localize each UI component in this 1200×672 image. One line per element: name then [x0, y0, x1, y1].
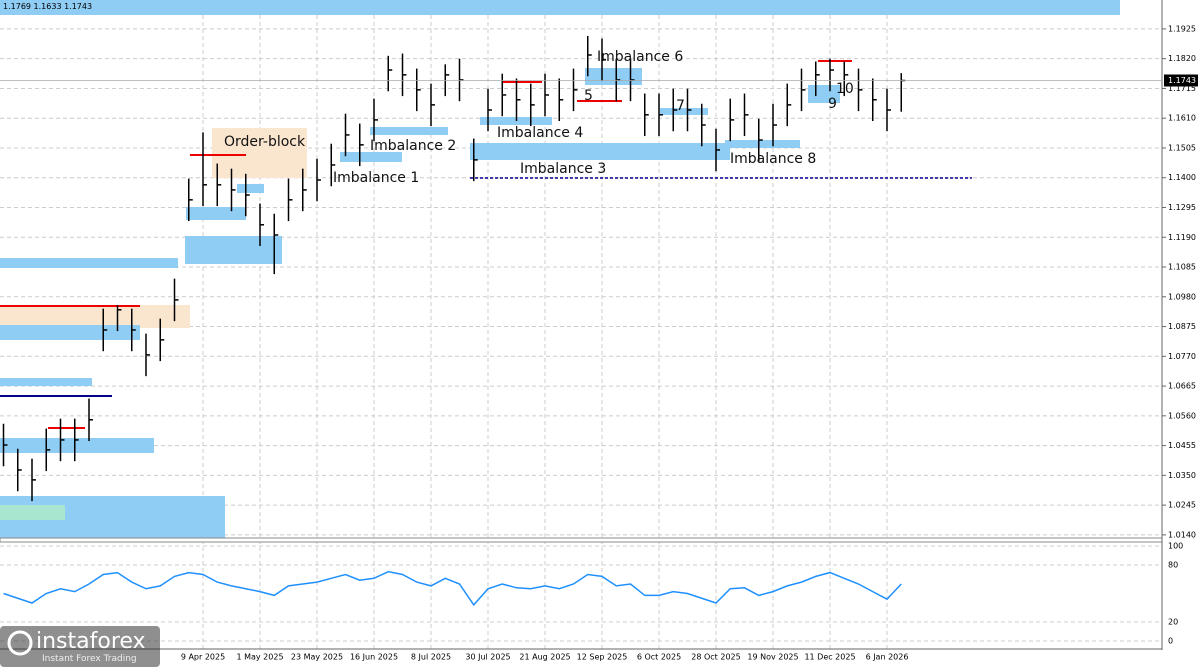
osc-tick-label: 20	[1168, 618, 1178, 627]
x-tick-label: 9 Apr 2025	[181, 653, 225, 662]
imbalance-zone	[0, 378, 92, 386]
imbalance-zone	[660, 108, 708, 115]
x-tick-label: 19 Nov 2025	[747, 653, 798, 662]
imbalance-zone	[470, 143, 730, 160]
imbalance-zone	[0, 505, 65, 520]
imbalance-zone	[185, 236, 282, 264]
y-tick-label: 1.0560	[1168, 411, 1196, 420]
order-block-zone	[0, 305, 190, 328]
annotation: 10	[836, 81, 854, 97]
y-tick-label: 1.0875	[1168, 322, 1196, 331]
zones	[0, 60, 972, 538]
imbalance-zone	[725, 140, 800, 148]
osc-tick-label: 0	[1168, 637, 1173, 646]
x-tick-label: 21 Aug 2025	[519, 653, 570, 662]
y-tick-label: 1.1295	[1168, 203, 1196, 212]
last-price-label: 1.1743	[1168, 76, 1196, 85]
last-price-box	[1164, 74, 1198, 87]
x-tick-label: 8 Jul 2025	[411, 653, 451, 662]
osc-tick-label: 80	[1168, 561, 1178, 570]
y-tick-label: 1.1715	[1168, 84, 1196, 93]
annotation: 7	[676, 98, 685, 114]
price-bars	[2, 35, 906, 607]
header-bar	[0, 0, 1120, 15]
y-tick-label: 1.1190	[1168, 233, 1196, 242]
annotation: 5	[584, 88, 593, 104]
imbalance-zone	[585, 68, 642, 85]
y-tick-label: 1.1085	[1168, 263, 1196, 272]
logo-background	[0, 626, 160, 667]
oscillator-line	[3, 570, 902, 607]
annotations: Order-block Imbalance 1 Imbalance 2 Imbalan…	[224, 49, 854, 186]
osc-tick-label: 100	[1168, 542, 1183, 551]
y-tick-label: 1.1610	[1168, 114, 1196, 123]
imbalance-zone	[186, 207, 246, 220]
y-tick-label: 1.1925	[1168, 24, 1196, 33]
logo-name: instaforex	[36, 629, 146, 654]
x-tick-label: 6 Oct 2025	[637, 653, 681, 662]
annotation: Imbalance 1	[333, 170, 419, 186]
y-tick-label: 1.0770	[1168, 352, 1196, 361]
annotation: Imbalance 3	[520, 161, 606, 177]
x-tick-label: 16 Jun 2025	[350, 653, 398, 662]
annotation: Imbalance 6	[597, 49, 683, 65]
annotation: Imbalance 2	[370, 138, 456, 154]
x-tick-label: 1 May 2025	[236, 653, 283, 662]
y-tick-label: 1.1505	[1168, 143, 1196, 152]
x-tick-label: 28 Oct 2025	[691, 653, 740, 662]
x-tick-label: 30 Jul 2025	[465, 653, 510, 662]
grid	[0, 15, 1162, 649]
y-tick-label: 1.0140	[1168, 530, 1196, 539]
x-tick-label: 11 Dec 2025	[804, 653, 855, 662]
y-tick-label: 1.0665	[1168, 382, 1196, 391]
y-tick-label: 1.0455	[1168, 441, 1196, 450]
annotation: Imbalance 8	[730, 151, 816, 167]
ohlc-header: 1.1769 1.1633 1.1743	[3, 2, 92, 11]
y-tick-label: 1.1820	[1168, 54, 1196, 63]
order-block-zone	[212, 128, 307, 178]
y-tick-label: 1.0245	[1168, 501, 1196, 510]
panel-separator	[0, 537, 1163, 543]
annotation: Order-block	[224, 134, 306, 150]
logo-icon	[7, 630, 33, 656]
logo: instaforex Instant Forex Trading	[0, 626, 160, 667]
annotation: Imbalance 4	[497, 125, 583, 141]
y-tick-label: 1.0350	[1168, 471, 1196, 480]
y-tick-label: 1.0980	[1168, 292, 1196, 301]
annotation: 9	[828, 96, 837, 112]
x-tick-label: 23 May 2025	[291, 653, 343, 662]
imbalance-zone	[237, 184, 264, 193]
imbalance-zone	[0, 258, 178, 268]
imbalance-zone	[370, 127, 448, 135]
x-tick-label: 6 Jan 2026	[866, 653, 909, 662]
imbalance-zone	[0, 438, 154, 453]
imbalance-zone	[340, 152, 402, 162]
y-tick-label: 1.1400	[1168, 173, 1196, 182]
imbalance-zone	[0, 325, 140, 340]
x-tick-label: 12 Sep 2025	[577, 653, 628, 662]
logo-tagline: Instant Forex Trading	[42, 654, 137, 664]
axes: 1.1925 1.1820 1.1715 1.1610 1.1505 1.1400 1.12…	[0, 24, 1198, 662]
